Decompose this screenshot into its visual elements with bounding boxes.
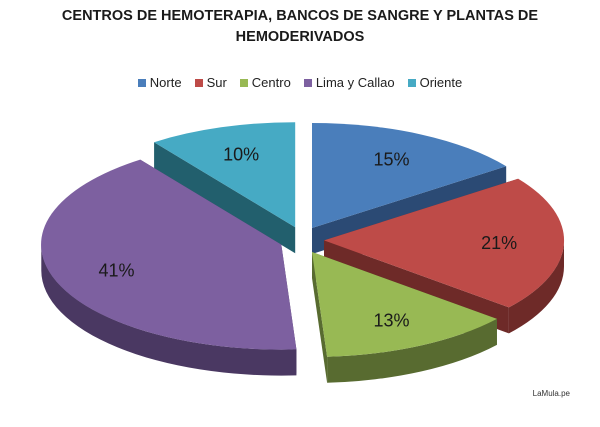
- source-credit: LaMula.pe: [532, 389, 570, 398]
- pie-rim-centro: [327, 318, 497, 383]
- chart-legend: Norte Sur Centro Lima y Callao Oriente: [0, 75, 600, 90]
- legend-label-norte: Norte: [149, 75, 182, 90]
- legend-swatch-lima-y-callao: [303, 78, 312, 87]
- pie-top-layer: [41, 122, 565, 357]
- chart-title-line-1: CENTROS DE HEMOTERAPIA, BANCOS DE SANGRE…: [61, 8, 539, 24]
- legend-label-centro: Centro: [251, 75, 291, 90]
- legend-label-lima-y-callao: Lima y Callao: [315, 75, 395, 90]
- pie-slice-sur: [324, 178, 565, 308]
- pie-slice-norte: [312, 122, 507, 228]
- legend-item-oriente: Oriente: [407, 75, 463, 90]
- legend-swatch-centro: [239, 78, 248, 87]
- pie-wall-oriente-0: [154, 142, 296, 254]
- pie-slice-oriente: [154, 122, 296, 228]
- pie-label-layer: 15% 21% 13% 41% 10%: [98, 144, 517, 330]
- pie-slice-centro: [312, 252, 497, 357]
- legend-item-sur: Sur: [194, 75, 227, 90]
- pie-slice-lima-y-callao: [41, 159, 297, 350]
- legend-swatch-norte: [137, 78, 146, 87]
- data-label-oriente: 10%: [223, 144, 259, 164]
- data-label-lima-y-callao: 41%: [98, 261, 134, 281]
- legend-item-lima-y-callao: Lima y Callao: [303, 75, 395, 90]
- chart-title-line-2: HEMODERIVADOS: [235, 29, 365, 45]
- legend-item-centro: Centro: [239, 75, 291, 90]
- chart-title: CENTROS DE HEMOTERAPIA, BANCOS DE SANGRE…: [0, 6, 600, 48]
- legend-label-sur: Sur: [206, 75, 227, 90]
- pie-wall-centro-1: [312, 252, 328, 383]
- legend-label-oriente: Oriente: [419, 75, 463, 90]
- data-label-norte: 15%: [373, 150, 409, 170]
- legend-swatch-oriente: [407, 78, 416, 87]
- legend-item-norte: Norte: [137, 75, 182, 90]
- data-label-centro: 13%: [373, 310, 409, 330]
- legend-swatch-sur: [194, 78, 203, 87]
- pie-rim-sur: [508, 240, 564, 334]
- data-label-sur: 21%: [481, 233, 517, 253]
- pie-rim-lima-y-callao: [41, 244, 297, 376]
